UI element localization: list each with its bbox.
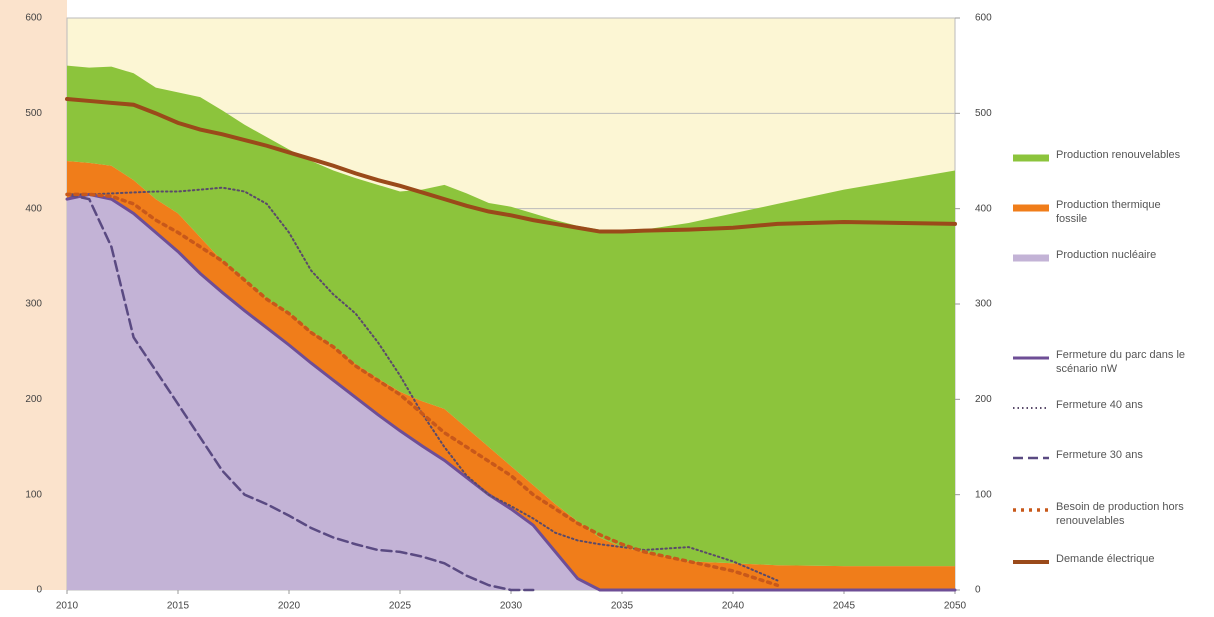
legend-label: Fermeture 30 ans: [1056, 449, 1143, 461]
legend-label: Production renouvelables: [1056, 149, 1181, 161]
y-tick-label: 600: [25, 13, 42, 24]
y-tick-label: 200: [25, 394, 42, 405]
y2-tick-label: 300: [975, 299, 992, 310]
legend-item: Fermeture 40 ans: [1012, 398, 1212, 412]
y2-tick-label: 500: [975, 108, 992, 119]
x-tick-label: 2010: [56, 601, 79, 612]
legend-item: Production renouvelables: [1012, 148, 1212, 162]
legend-item: Fermeture du parc dans le scénario nW: [1012, 348, 1212, 376]
area: [67, 194, 955, 590]
y-tick-label: 300: [25, 299, 42, 310]
left-band: [0, 0, 67, 590]
area: [67, 161, 955, 590]
y2-tick-label: 0: [975, 585, 981, 596]
legend-swatch: [1013, 560, 1049, 564]
legend-swatch: [1013, 154, 1049, 162]
legend-swatch: [1013, 204, 1049, 212]
legend-label: Demande électrique: [1056, 553, 1155, 565]
legend-label: Production thermique fossile: [1056, 199, 1161, 225]
x-tick-label: 2020: [278, 601, 301, 612]
legend-item: Production thermique fossile: [1012, 198, 1212, 226]
legend-swatch: [1013, 407, 1049, 409]
x-tick-label: 2025: [389, 601, 412, 612]
line: [66, 186, 779, 582]
legend-swatch: [1013, 254, 1049, 262]
legend-item: Production nucléaire: [1012, 248, 1212, 262]
legend-label: Fermeture du parc dans le scénario nW: [1056, 349, 1186, 375]
x-tick-label: 2035: [611, 601, 634, 612]
y-tick-label: 500: [25, 108, 42, 119]
y-tick-label: 400: [25, 203, 42, 214]
y2-tick-label: 400: [975, 203, 992, 214]
line: [65, 192, 780, 587]
line: [65, 97, 957, 234]
legend-item: Demande électrique: [1012, 552, 1212, 566]
legend-item: Besoin de production hors renouvelables: [1012, 500, 1212, 528]
x-tick-label: 2045: [833, 601, 856, 612]
y-tick-label: 100: [25, 489, 42, 500]
y2-tick-label: 100: [975, 489, 992, 500]
area: [67, 65, 955, 567]
x-tick-label: 2050: [944, 601, 967, 612]
legend-swatch: [1013, 508, 1049, 512]
y2-tick-label: 200: [975, 394, 992, 405]
x-tick-label: 2040: [722, 601, 745, 612]
legend-swatch: [1013, 356, 1049, 360]
legend-label: Fermeture 40 ans: [1056, 399, 1143, 411]
legend-label: Production nucléaire: [1056, 249, 1157, 261]
line: [65, 193, 535, 592]
line: [65, 192, 957, 592]
y2-tick-label: 600: [975, 13, 992, 24]
legend-label: Besoin de production hors renouvelables: [1056, 501, 1184, 527]
legend-swatch: [1013, 456, 1049, 460]
chart: 0 100 200 300 400 500 600 0 100 200 300 400 500 600 20…: [0, 0, 992, 612]
y-tick-label: 0: [36, 585, 42, 596]
x-tick-label: 2030: [500, 601, 523, 612]
x-tick-label: 2015: [167, 601, 190, 612]
legend-item: Fermeture 30 ans: [1012, 448, 1212, 462]
